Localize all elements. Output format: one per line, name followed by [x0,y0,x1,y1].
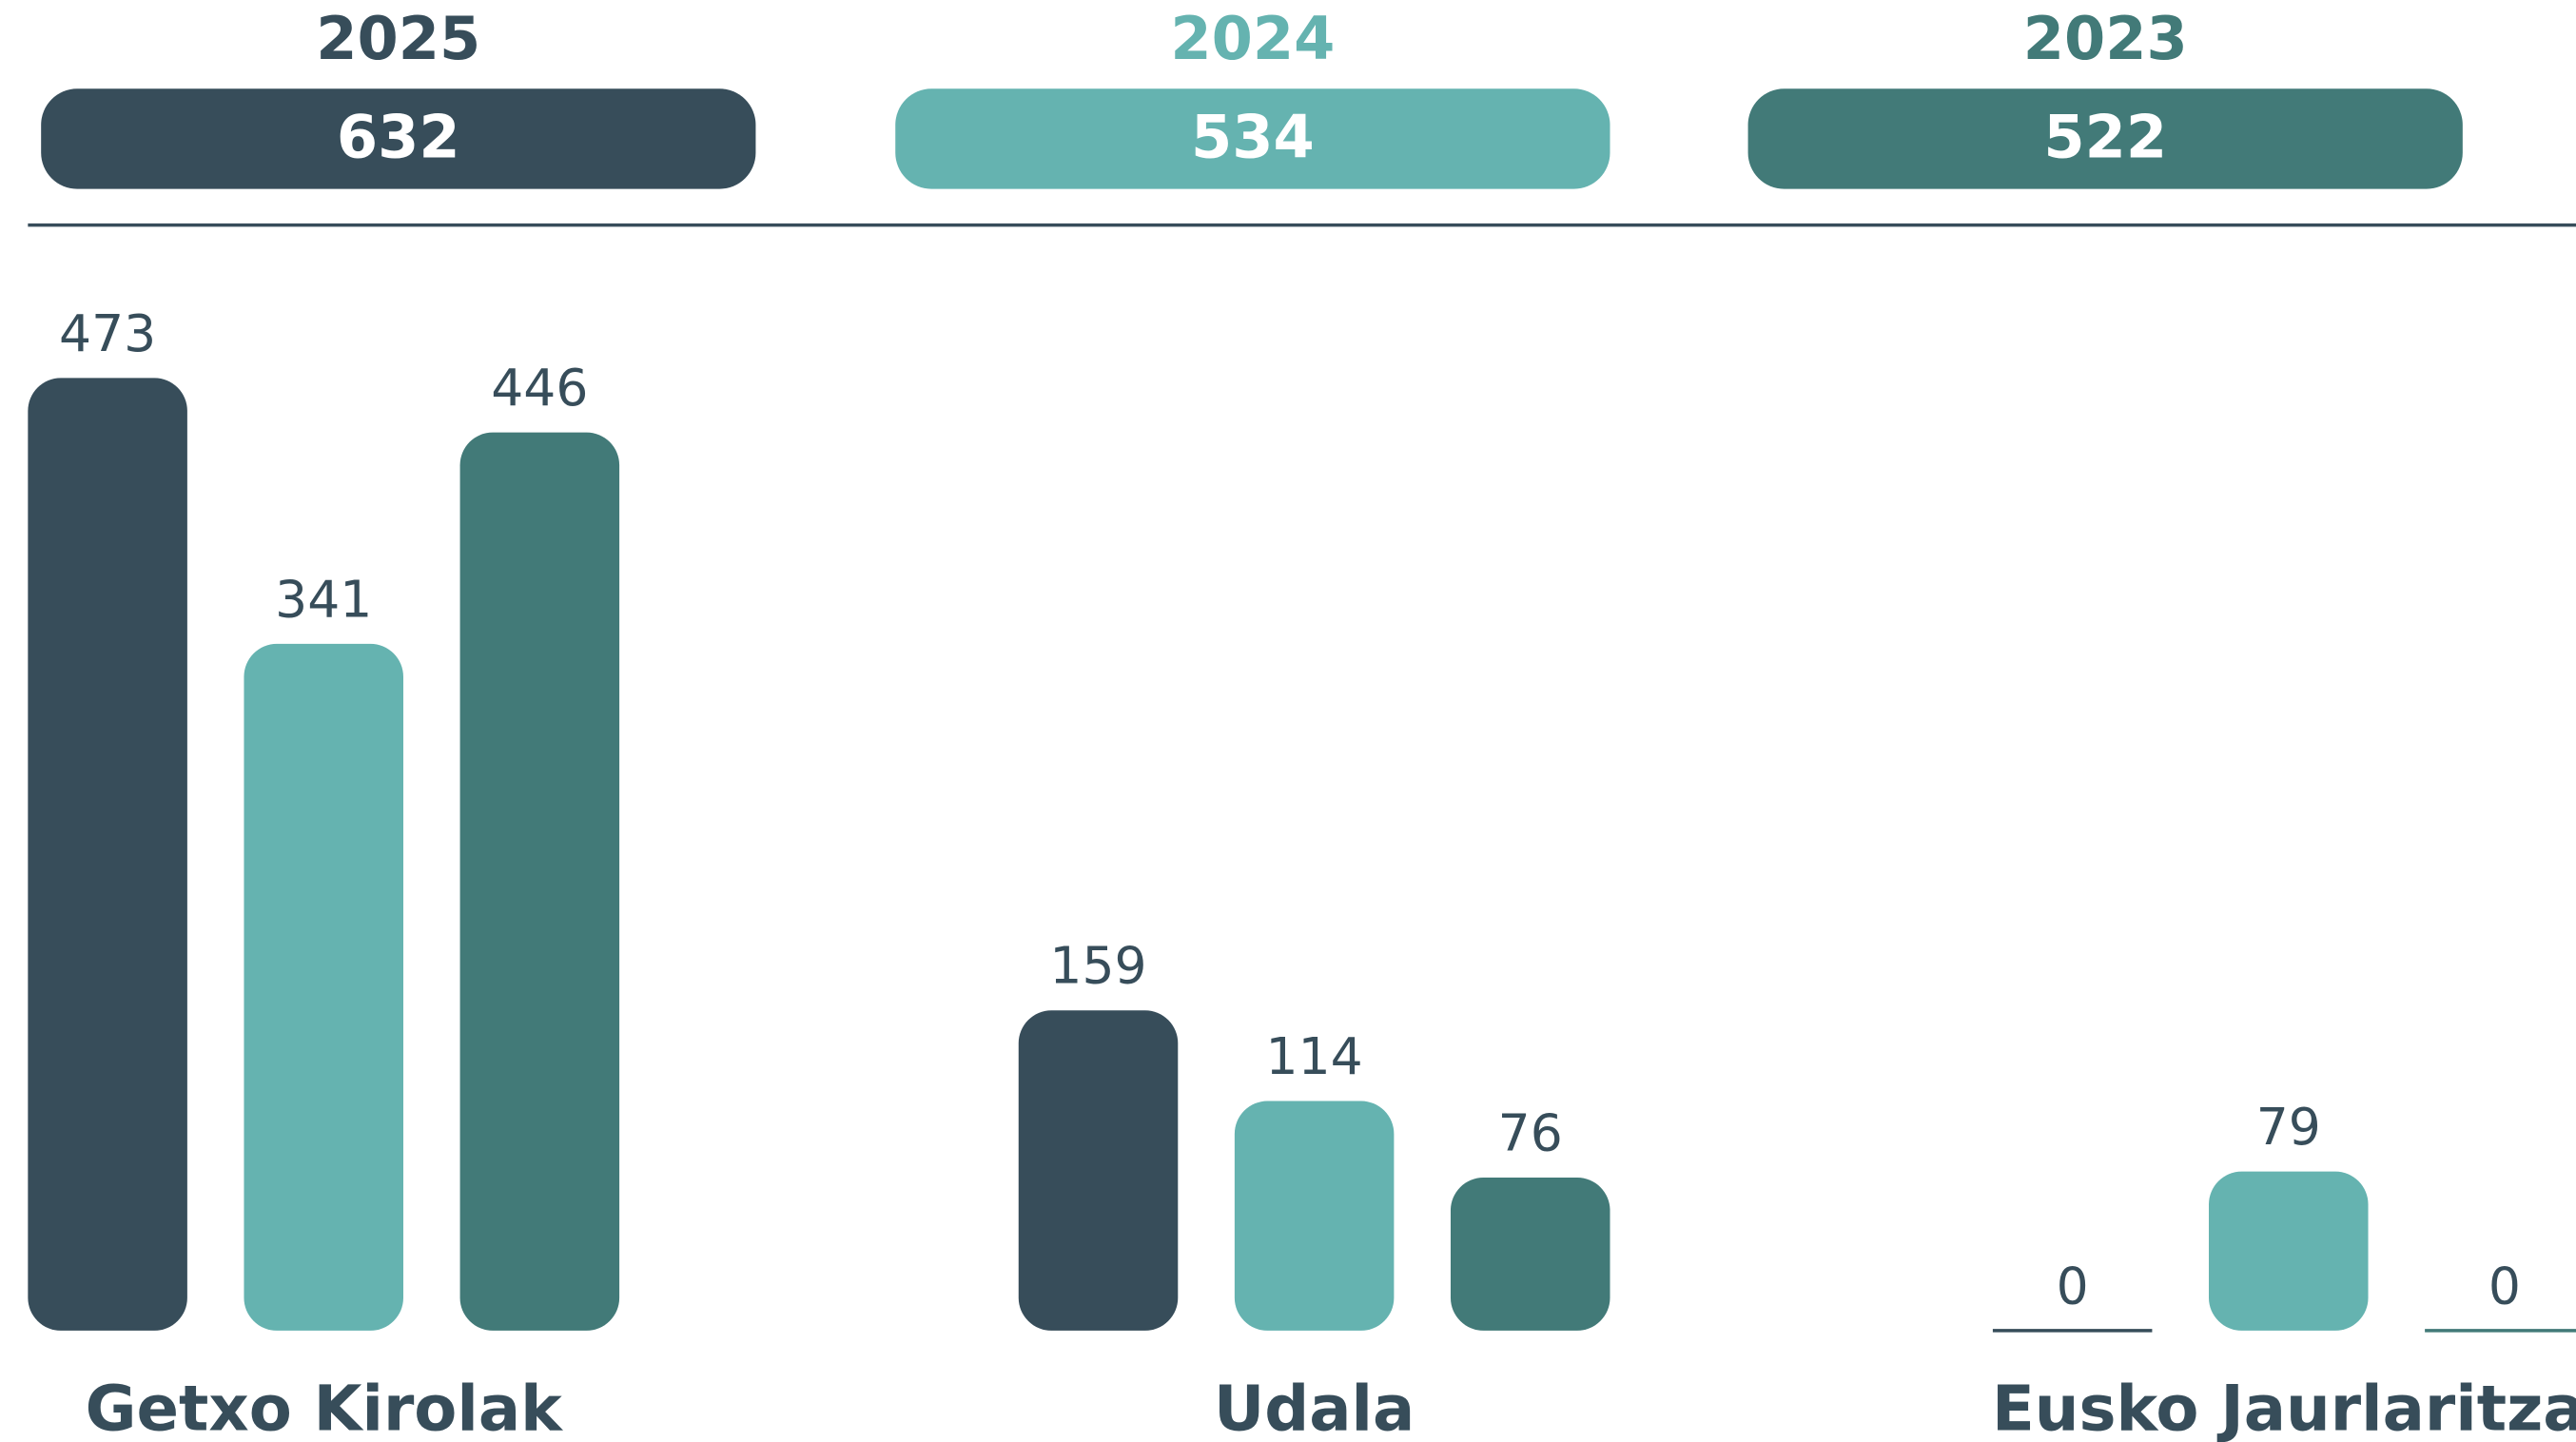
total-label: 534 [1191,103,1315,172]
bar [2209,1171,2369,1331]
value-label: 76 [1498,1102,1563,1162]
value-label: 0 [2057,1256,2089,1315]
legend-year: 2024 [1170,4,1335,73]
bar [1018,1010,1179,1331]
total-pill [41,88,756,189]
value-label: 446 [491,358,588,418]
legend-year: 2025 [316,4,480,73]
bar [1450,1177,1610,1331]
total-label: 632 [337,103,460,172]
value-label: 473 [59,303,156,363]
value-label: 341 [275,569,372,629]
value-label: 159 [1049,936,1146,996]
bar [1234,1101,1395,1331]
total-pill [1747,88,2463,189]
total-label: 522 [2043,103,2167,172]
category-label: Eusko Jaurlaritza [1992,1373,2576,1442]
value-label: 0 [2488,1256,2521,1315]
bar [244,643,403,1331]
value-label: 79 [2256,1097,2321,1157]
total-pill [895,88,1610,189]
legend-year: 2023 [2023,4,2188,73]
category-label: Getxo Kirolak [86,1373,563,1442]
bar [459,432,620,1331]
category-label: Udala [1214,1373,1415,1442]
value-label: 114 [1266,1026,1363,1086]
bar [28,378,187,1331]
